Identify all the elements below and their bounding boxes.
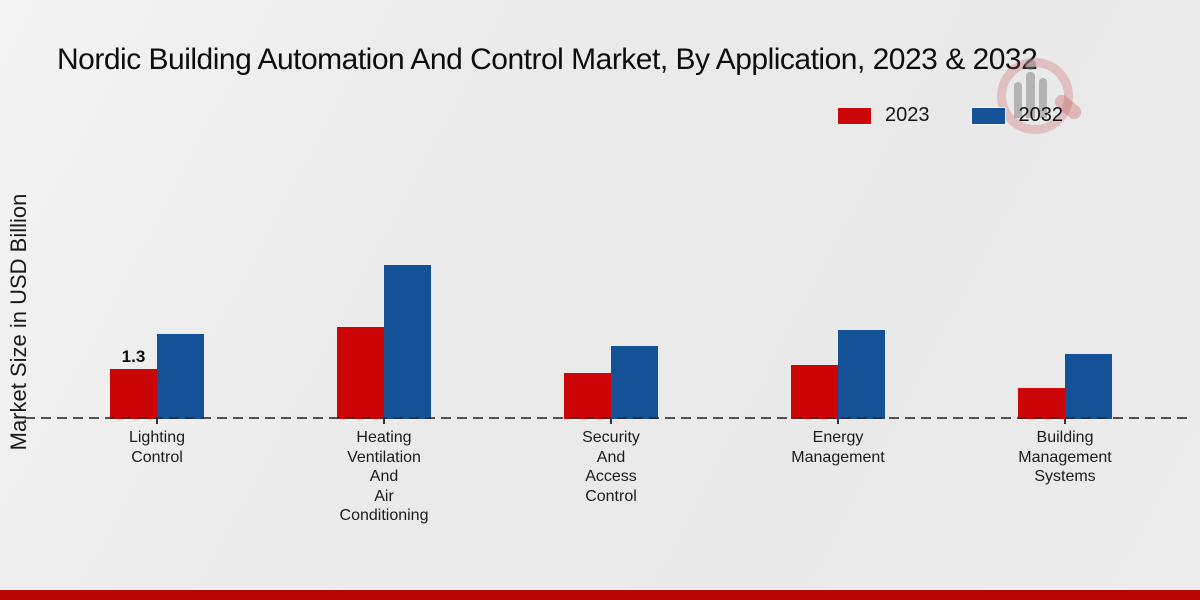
category-label-energy-management: Energy Management [728,428,948,467]
bar-2023-security-and-access-control [564,373,611,419]
category-label-line: Access [585,468,637,485]
bar-2032-lighting-control [157,334,204,419]
legend-swatch-2032 [971,107,1005,124]
footer-accent-bar [0,589,1200,600]
category-label-line: Control [585,487,637,505]
magnifier-person-logo-icon [995,54,1085,149]
legend-swatch-2023 [838,107,871,124]
category-label-line: Control [131,448,183,466]
category-label-line: Security [582,429,640,446]
category-label-building-management-systems: Building Management Systems [955,428,1175,487]
category-label-lighting-control: Lighting Control [47,428,267,467]
legend-label-2023: 2023 [885,104,930,126]
category-label-line: Ventilation [347,448,421,466]
category-label-line: Building [1036,429,1094,446]
category-label-line: Systems [1034,468,1096,485]
logo-bar-icon [1014,82,1022,118]
category-label-line: And [369,468,399,485]
legend-label-2032: 2032 [1018,104,1064,126]
category-label-line: Management [1018,448,1112,466]
category-label-line: Energy [812,429,864,446]
bar-2032-building-management-systems [1065,354,1112,419]
bar-2032-heating-ventilation-and-air-conditioning [384,265,431,419]
bar-2023-lighting-control [110,369,157,419]
category-label-line: Air [374,487,394,505]
legend-item-2023: 2023 [838,104,930,127]
legend: 2023 2032 [838,104,1063,127]
category-label-line: Lighting [128,429,186,446]
axis-tick [610,419,612,424]
category-label-heating-ventilation-and-air-conditioning: Heating Ventilation And Air Conditioning [274,428,494,526]
axis-tick [383,419,385,424]
bar-2032-energy-management [838,330,885,419]
x-axis-baseline [25,417,1193,419]
category-label-line: Management [791,448,885,466]
y-axis-label: Market Size in USD Billion [6,193,31,451]
bar-2032-security-and-access-control [611,346,658,419]
axis-tick [1064,419,1066,424]
axis-tick [837,419,839,424]
legend-item-2032: 2032 [971,104,1064,127]
chart-title: Nordic Building Automation And Control M… [57,43,1038,76]
logo-person-head-icon [1025,59,1036,70]
bar-2023-energy-management [791,365,838,419]
bar-2023-building-management-systems [1018,388,1065,419]
logo-bar-icon [1026,72,1035,118]
category-label-security-and-access-control: Security And Access Control [501,428,721,506]
category-label-line: Heating [356,429,412,446]
logo-bar-icon [1039,78,1047,118]
axis-tick [156,419,158,424]
category-label-line: Conditioning [339,507,429,524]
bar-2023-heating-ventilation-and-air-conditioning [337,327,384,419]
bar-value-label: 1.3 [121,347,146,366]
category-label-line: And [596,448,626,466]
